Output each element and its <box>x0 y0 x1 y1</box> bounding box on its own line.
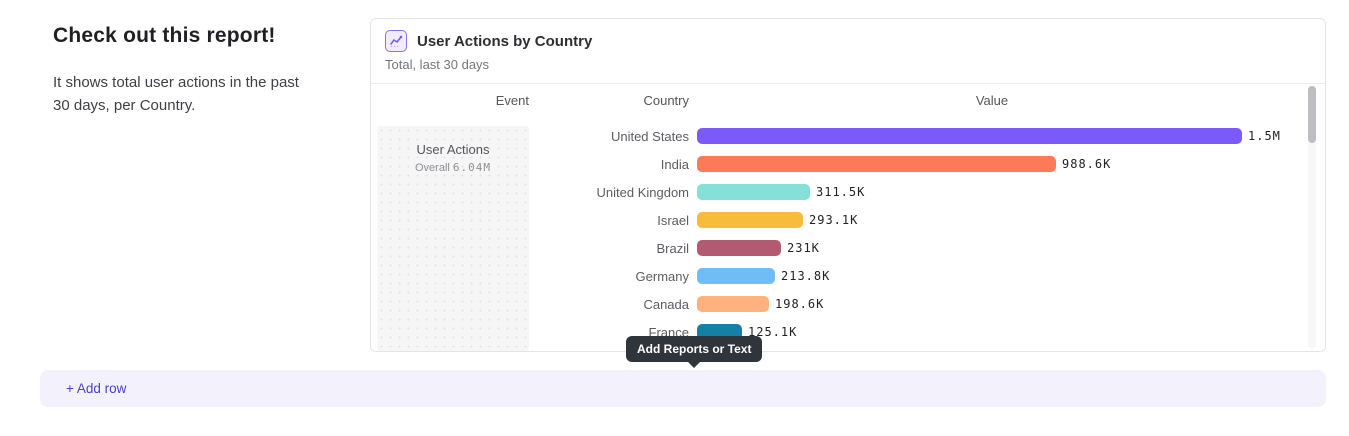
value-label: 125.1K <box>748 325 798 339</box>
line-chart-icon <box>385 30 407 52</box>
country-label: Israel <box>657 212 689 228</box>
value-bar[interactable] <box>697 156 1056 172</box>
intro-section: Check out this report! It shows total us… <box>53 24 303 117</box>
event-cell[interactable]: User Actions Overall 6.04M <box>377 126 529 351</box>
report-title: User Actions by Country <box>417 32 593 50</box>
chart-rows: United States 1.5M India 988.6K United Kingd… <box>371 122 1301 346</box>
scrollbar-track[interactable] <box>1308 86 1316 349</box>
value-label: 311.5K <box>816 185 866 199</box>
report-card: User Actions by Country Total, last 30 d… <box>370 18 1326 352</box>
event-overall-value: 6.04M <box>452 161 492 174</box>
chart-row: Canada 198.6K <box>371 290 1301 318</box>
value-label: 198.6K <box>775 297 825 311</box>
country-label: Canada <box>643 296 689 312</box>
event-name: User Actions <box>416 142 490 157</box>
country-label: United Kingdom <box>596 184 690 200</box>
chart-row: France 125.1K <box>371 318 1301 346</box>
column-header-value: Value <box>975 93 1009 108</box>
add-row-button[interactable]: + Add row <box>40 370 1326 407</box>
event-overall: Overall 6.04M <box>377 161 529 174</box>
report-subtitle: Total, last 30 days <box>385 57 490 72</box>
page-description: It shows total user actions in the past … <box>53 74 299 114</box>
scrollbar-thumb[interactable] <box>1308 86 1316 143</box>
value-label: 293.1K <box>809 213 859 227</box>
country-label: United States <box>610 128 689 144</box>
chart-row: Brazil 231K <box>371 234 1301 262</box>
chart-row: United Kingdom 311.5K <box>371 178 1301 206</box>
value-bar[interactable] <box>697 296 769 312</box>
value-bar[interactable] <box>697 212 803 228</box>
country-label: India <box>660 156 689 172</box>
chart-row: Germany 213.8K <box>371 262 1301 290</box>
chart-row: Israel 293.1K <box>371 206 1301 234</box>
value-label: 1.5M <box>1248 129 1281 143</box>
report-card-header[interactable]: User Actions by Country Total, last 30 d… <box>371 19 1325 84</box>
event-overall-label: Overall <box>414 162 450 174</box>
country-label: France <box>648 324 689 340</box>
value-bar[interactable] <box>697 268 775 284</box>
value-label: 988.6K <box>1062 157 1112 171</box>
tooltip-caret-icon <box>687 361 702 368</box>
page-title: Check out this report! <box>53 24 276 47</box>
value-bar[interactable] <box>697 184 810 200</box>
country-label: Germany <box>635 268 689 284</box>
value-label: 213.8K <box>781 269 831 283</box>
column-header-event: Event <box>495 93 529 108</box>
value-label: 231K <box>787 241 820 255</box>
tooltip-label: Add Reports or Text <box>637 342 752 356</box>
value-bar[interactable] <box>697 240 781 256</box>
chart-row: India 988.6K <box>371 150 1301 178</box>
value-bar[interactable] <box>697 128 1242 144</box>
chart-area: Event Country Value User Actions Overall… <box>371 84 1325 351</box>
add-row-label: + Add row <box>66 381 127 396</box>
country-label: Brazil <box>656 240 689 256</box>
add-reports-tooltip: Add Reports or Text <box>626 336 763 368</box>
column-header-country: Country <box>643 93 689 108</box>
chart-row: United States 1.5M <box>371 122 1301 150</box>
